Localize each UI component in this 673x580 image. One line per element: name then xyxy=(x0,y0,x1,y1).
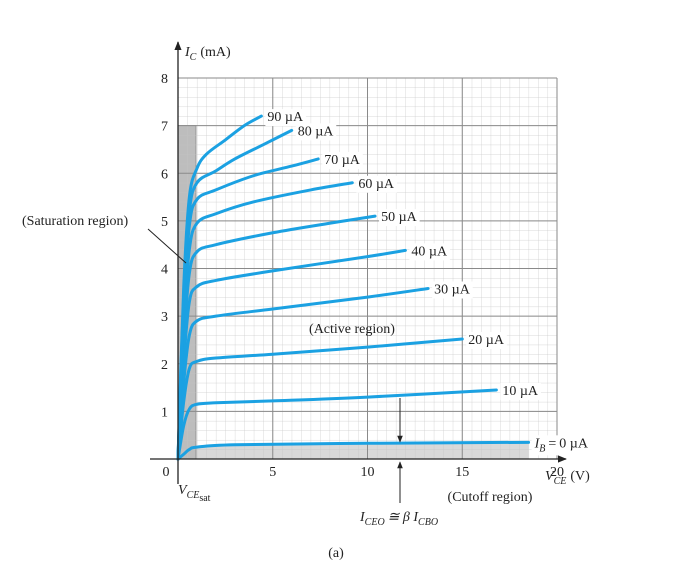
iceo-part: I xyxy=(359,510,366,525)
vce-sat-label: VCEsat xyxy=(178,483,211,504)
series-label-name: 50 µA xyxy=(381,210,418,225)
y-label-sub: C xyxy=(190,52,197,63)
x-axis-label: VCE (V) xyxy=(545,469,590,487)
series-label-name: 80 µA xyxy=(298,124,335,139)
vce-sat-symbol: V xyxy=(178,483,188,498)
series-label: 40 µA xyxy=(411,244,448,259)
series-label-bg xyxy=(466,331,507,349)
y-tick-label: 1 xyxy=(161,405,168,420)
saturation-leader xyxy=(147,228,187,264)
series-label-name: 40 µA xyxy=(411,244,448,259)
y-axis-label: IC (mA) xyxy=(184,45,231,63)
series-label-name: 0 µA xyxy=(559,436,589,451)
series-label: IB = 0 µA xyxy=(534,436,589,454)
plot-content: 0 5 10 15 20 1 2 3 4 5 6 7 8 IB = 0 µA 10 µA 20 µA 30 µA 40… xyxy=(161,72,591,480)
x-label-unit: (V) xyxy=(570,469,590,484)
x-tick-label: 0 xyxy=(163,465,170,480)
x-label-symbol: V xyxy=(545,469,555,484)
x-tick-label: 10 xyxy=(361,465,375,480)
vce-sat-subsub: sat xyxy=(199,493,210,504)
series-label: 10 µA xyxy=(502,384,539,399)
series-label-name: 60 µA xyxy=(358,177,395,192)
series-label: 60 µA xyxy=(358,177,395,192)
series-label-bg xyxy=(265,109,306,127)
series-label: 50 µA xyxy=(381,210,418,225)
characteristic-curve xyxy=(176,388,498,461)
series-label-bg xyxy=(322,151,363,169)
series-label-name: 20 µA xyxy=(468,333,505,348)
series-label-name: 10 µA xyxy=(502,384,539,399)
x-label-sub: CE xyxy=(554,476,567,487)
series-label: 80 µA xyxy=(298,124,335,139)
iceo-sub: CEO xyxy=(365,517,385,528)
series-label-name: 70 µA xyxy=(324,153,361,168)
x-tick-label: 20 xyxy=(550,465,564,480)
series-label-bg xyxy=(531,435,591,456)
y-tick-label: 7 xyxy=(161,120,168,135)
y-tick-label: 8 xyxy=(161,72,168,87)
y-label-unit: (mA) xyxy=(200,45,231,60)
series-label: 30 µA xyxy=(434,283,471,298)
y-tick-label: 3 xyxy=(161,310,168,325)
series-label-name: 90 µA xyxy=(267,110,304,125)
y-tick-label: 4 xyxy=(161,263,168,278)
iceo-sub: CBO xyxy=(418,517,438,528)
series-label-eq: = xyxy=(548,436,556,451)
y-tick-label: 5 xyxy=(161,215,168,230)
series-label-bg xyxy=(432,281,473,299)
saturation-label: (Saturation region) xyxy=(22,214,128,229)
iceo-label: ICEO ≅ β ICBO xyxy=(359,510,438,528)
y-label-symbol: I xyxy=(184,45,191,60)
series-label-bg xyxy=(379,209,420,227)
plot-grid xyxy=(177,77,558,459)
characteristic-curve xyxy=(176,337,464,461)
cutoff-label: (Cutoff region) xyxy=(448,490,533,505)
y-tick-label: 2 xyxy=(161,358,168,373)
characteristic-curve xyxy=(176,440,531,461)
caption: (a) xyxy=(328,546,344,561)
series-label-sub: B xyxy=(539,443,545,454)
iceo-part: ≅ β I xyxy=(388,510,420,525)
characteristic-curve xyxy=(176,114,263,461)
series-label: 90 µA xyxy=(267,110,304,125)
series-label-bg xyxy=(500,382,541,400)
series-label-bg xyxy=(356,175,397,193)
series-label: 20 µA xyxy=(468,333,505,348)
x-tick-label: 5 xyxy=(269,465,276,480)
series-label: 70 µA xyxy=(324,153,361,168)
vce-sat-sub: CE xyxy=(187,490,200,501)
series-label-bg xyxy=(409,243,450,261)
series-label-symbol: I xyxy=(534,436,541,451)
series-label-name: 30 µA xyxy=(434,283,471,298)
active-label: (Active region) xyxy=(309,322,395,337)
x-tick-label: 15 xyxy=(455,465,469,480)
y-tick-label: 6 xyxy=(161,167,168,182)
series-label-bg xyxy=(295,123,337,141)
